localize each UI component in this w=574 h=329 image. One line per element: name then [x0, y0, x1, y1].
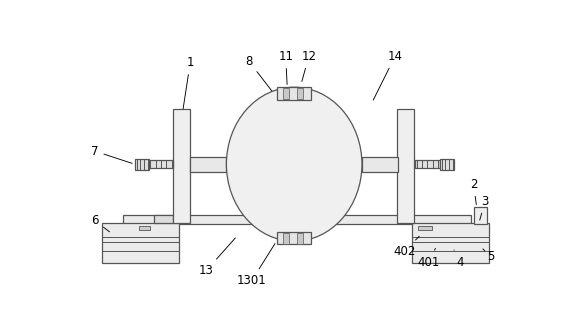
Text: 402: 402 — [393, 236, 419, 258]
Bar — [282, 88, 289, 99]
Bar — [154, 215, 173, 223]
Text: 7: 7 — [91, 145, 132, 164]
Bar — [277, 87, 311, 100]
Text: 4: 4 — [454, 250, 463, 268]
Text: 12: 12 — [301, 50, 316, 82]
Bar — [297, 88, 304, 99]
Text: 2: 2 — [470, 178, 478, 205]
Bar — [190, 157, 226, 172]
Bar — [102, 223, 180, 263]
Text: 1301: 1301 — [237, 243, 275, 287]
Text: 3: 3 — [480, 195, 489, 220]
Bar — [173, 109, 190, 223]
Bar — [297, 233, 304, 243]
Bar — [418, 226, 432, 230]
Bar — [415, 160, 440, 168]
Text: 14: 14 — [373, 50, 402, 100]
Text: 13: 13 — [199, 238, 235, 277]
Bar — [440, 159, 453, 170]
Text: 401: 401 — [418, 248, 440, 268]
Bar — [123, 215, 471, 224]
Text: 5: 5 — [483, 249, 495, 263]
Text: 11: 11 — [278, 50, 293, 85]
Bar — [277, 232, 311, 244]
Ellipse shape — [262, 126, 327, 203]
Bar — [149, 160, 173, 168]
Text: 8: 8 — [245, 55, 273, 93]
Ellipse shape — [226, 87, 362, 241]
Ellipse shape — [249, 110, 340, 218]
Bar — [474, 207, 487, 224]
Bar — [282, 233, 289, 243]
Bar — [412, 223, 489, 263]
Bar — [139, 226, 150, 230]
Text: 1: 1 — [181, 56, 194, 120]
Ellipse shape — [238, 99, 350, 230]
Bar — [362, 157, 398, 172]
Bar — [397, 109, 413, 223]
Bar — [135, 159, 149, 170]
Text: 6: 6 — [91, 214, 110, 232]
